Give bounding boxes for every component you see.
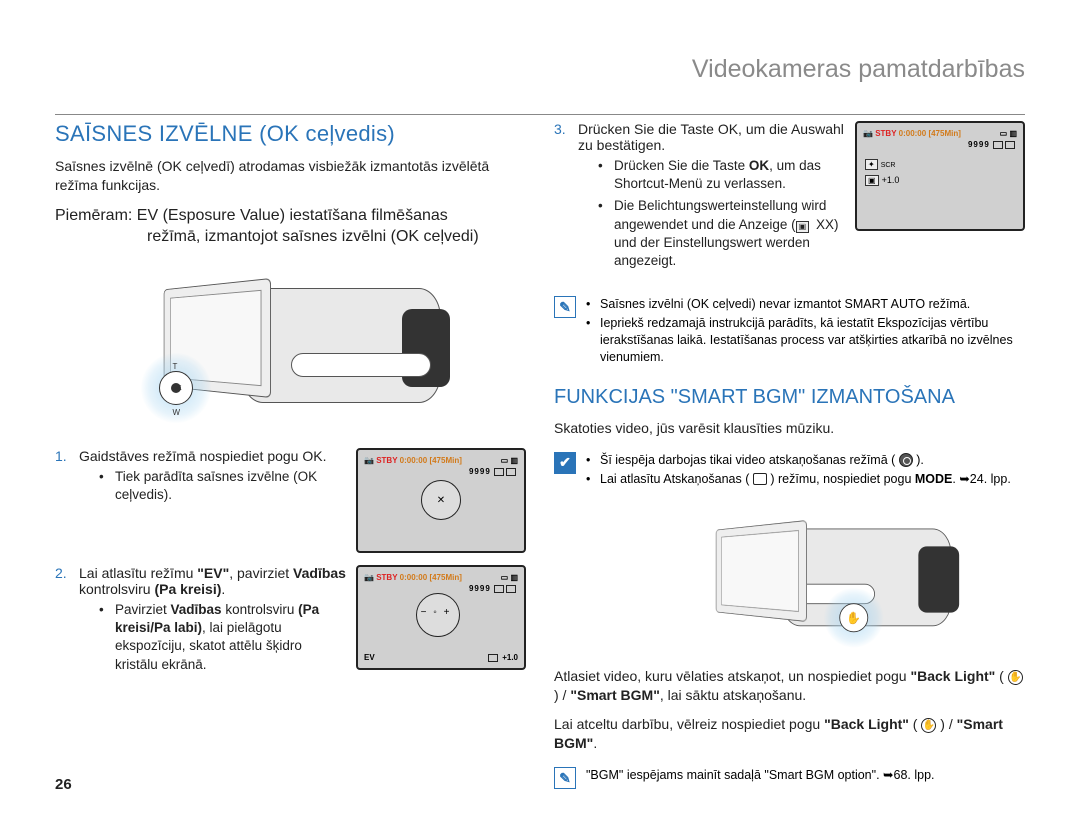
step2: 2. Lai atlasītu režīmu "EV", pavirziet V… bbox=[55, 565, 346, 674]
para-cancel: Lai atceltu darbību, vēlreiz nospiediet … bbox=[554, 715, 1025, 753]
note1-li2: •Iepriekš redzamajā instrukcijā parādīts… bbox=[586, 315, 1025, 366]
step1-bullet: •Tiek parādīta saīsnes izvēlne (OK ceļve… bbox=[99, 468, 346, 504]
step3-row: 📷 STBY 0:00:00 [475Min] ▭ ▥ 9999 ✦SCR ▣+… bbox=[554, 121, 1025, 282]
check-icon: ✔ bbox=[554, 452, 576, 474]
right-column: 📷 STBY 0:00:00 [475Min] ▭ ▥ 9999 ✦SCR ▣+… bbox=[554, 121, 1025, 803]
lcd1-left-icons: 📷 STBY 0:00:00 [475Min] bbox=[364, 456, 462, 465]
step2-text: Lai atlasītu režīmu "EV", pavirziet Vadī… bbox=[79, 565, 346, 597]
step3-text: Drücken Sie die Taste OK, um die Auswahl… bbox=[578, 121, 844, 153]
left-example: Piemēram: EV (Esposure Value) iestatīšan… bbox=[55, 205, 526, 248]
lcd1-center-icon: ✕ bbox=[421, 480, 461, 520]
note2-li2: •Lai atlasītu Atskaņošanas ( ) režīmu, n… bbox=[586, 471, 1011, 488]
lcd3-val: ▣+1.0 bbox=[865, 175, 899, 186]
para-play: Atlasiet video, kuru vēlaties atskaņot, … bbox=[554, 667, 1025, 705]
lcd-screen-3: 📷 STBY 0:00:00 [475Min] ▭ ▥ 9999 ✦SCR ▣+… bbox=[855, 121, 1025, 231]
note-icon: ✎ bbox=[554, 296, 576, 318]
lcd2-ev-val: +1.0 bbox=[488, 653, 518, 662]
step1: 1. Gaidstāves režīmā nospiediet pogu OK.… bbox=[55, 448, 346, 504]
divider bbox=[55, 114, 1025, 115]
lcd1-battery-icon: ▭ ▥ bbox=[501, 456, 518, 465]
flip-screen-shape bbox=[715, 520, 806, 622]
left-intro: Saīsnes izvēlnē (OK ceļvedī) atrodamas v… bbox=[55, 157, 526, 195]
joy-label-ok: OK bbox=[172, 385, 182, 392]
lcd-screen-2: 📷 STBY 0:00:00 [475Min] ▭ ▥ 9999 EV +1.0 bbox=[356, 565, 526, 670]
example-line2: režīmā, izmantojot saīsnes izvēlni (OK c… bbox=[55, 226, 526, 248]
lcd-screen-1: 📷 STBY 0:00:00 [475Min] ▭ ▥ 9999 ✕ bbox=[356, 448, 526, 553]
right-intro2: Skatoties video, jūs varēsit klausīties … bbox=[554, 419, 1025, 438]
lcd2-ev-label: EV bbox=[364, 653, 375, 662]
note-box-2: ✔ •Šī iespēja darbojas tikai video atska… bbox=[554, 452, 1025, 490]
note-box-1: ✎ •Saīsnes izvēlni (OK ceļvedi) nevar iz… bbox=[554, 296, 1025, 368]
section-header: Videokameras pamatdarbības bbox=[55, 55, 1025, 84]
lcd3-scr: ✦SCR bbox=[865, 159, 895, 170]
note-box-3: ✎ "BGM" iespējams mainīt sadaļā "Smart B… bbox=[554, 767, 1025, 789]
step1-text: Gaidstāves režīmā nospiediet pogu OK. bbox=[79, 448, 326, 464]
step1-row: 📷 STBY 0:00:00 [475Min] ▭ ▥ 9999 ✕ 1. Ga… bbox=[55, 448, 526, 565]
play-mode-icon bbox=[899, 453, 913, 467]
note2-li1: •Šī iespēja darbojas tikai video atskaņo… bbox=[586, 452, 1011, 469]
left-title: SAĪSNES IZVĒLNE (OK ceļvedis) bbox=[55, 121, 526, 147]
left-column: SAĪSNES IZVĒLNE (OK ceļvedis) Saīsnes iz… bbox=[55, 121, 526, 803]
note1-li1: •Saīsnes izvēlni (OK ceļvedi) nevar izma… bbox=[586, 296, 1025, 313]
lcd1-count: 9999 bbox=[469, 467, 491, 476]
right-title2: FUNKCIJAS "SMART BGM" IZMANTOŠANA bbox=[554, 386, 1025, 409]
note-icon: ✎ bbox=[554, 767, 576, 789]
step2-bullet: • Pavirziet Vadības kontrolsviru (Pa kre… bbox=[99, 601, 346, 674]
note3-text: "BGM" iespējams mainīt sadaļā "Smart BGM… bbox=[586, 767, 935, 784]
step3-bullet1: • Drücken Sie die Taste OK, um das Short… bbox=[598, 157, 845, 193]
camcorder-illustration: T W OK bbox=[121, 258, 461, 428]
camcorder-illustration-2: ✋ bbox=[679, 503, 900, 631]
step3-num: 3. bbox=[554, 121, 570, 270]
lcd2-joy-icon bbox=[416, 593, 460, 637]
joy-label-t: T bbox=[173, 362, 178, 371]
backlight-button-icon: ✋ bbox=[839, 604, 868, 633]
step2-num: 2. bbox=[55, 565, 71, 674]
hand-icon: ✋ bbox=[921, 718, 936, 733]
step3: 3. Drücken Sie die Taste OK, um die Ausw… bbox=[554, 121, 845, 270]
step1-num: 1. bbox=[55, 448, 71, 504]
example-line1: Piemēram: EV (Esposure Value) iestatīšan… bbox=[55, 207, 448, 224]
joy-label-w: W bbox=[173, 408, 181, 417]
hand-icon: ✋ bbox=[1008, 670, 1023, 685]
step3-bullet2: • Die Belichtungswerteinstellung wird an… bbox=[598, 197, 845, 270]
page-number: 26 bbox=[55, 776, 72, 793]
step2-row: 📷 STBY 0:00:00 [475Min] ▭ ▥ 9999 EV +1.0… bbox=[55, 565, 526, 686]
camera-grip-shape bbox=[291, 353, 431, 377]
playback-icon bbox=[753, 473, 767, 485]
